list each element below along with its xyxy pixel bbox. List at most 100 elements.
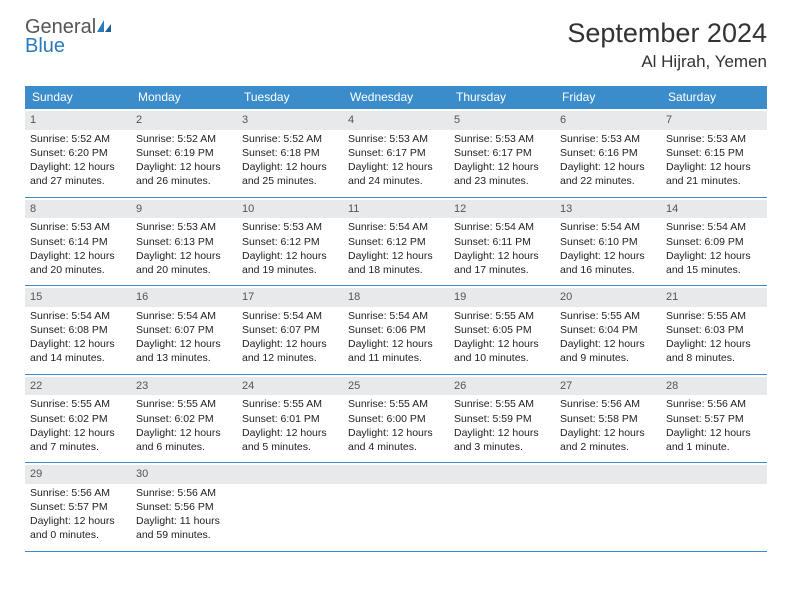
day-detail: Sunrise: 5:55 AMSunset: 6:01 PMDaylight:…	[242, 397, 338, 454]
calendar-day-cell	[661, 463, 767, 552]
sunrise-line: Sunrise: 5:54 AM	[136, 309, 232, 323]
sunrise-line: Sunrise: 5:55 AM	[348, 397, 444, 411]
sunset-line: Sunset: 6:09 PM	[666, 235, 762, 249]
day-number: 16	[131, 288, 237, 307]
calendar-day-cell: 17Sunrise: 5:54 AMSunset: 6:07 PMDayligh…	[237, 286, 343, 375]
calendar-day-cell: 27Sunrise: 5:56 AMSunset: 5:58 PMDayligh…	[555, 374, 661, 463]
sunset-line: Sunset: 6:15 PM	[666, 146, 762, 160]
calendar-day-cell: 16 Sunrise: 5:54 AMSunset: 6:07 PMDayligh…	[131, 286, 237, 375]
sunset-line: Sunset: 6:17 PM	[348, 146, 444, 160]
calendar-day-cell: 3Sunrise: 5:52 AMSunset: 6:18 PMDaylight…	[237, 109, 343, 198]
sunrise-line: Sunrise: 5:54 AM	[348, 220, 444, 234]
day-detail: Sunrise: 5:52 AMSunset: 6:19 PMDaylight:…	[136, 132, 232, 189]
sunrise-line: Sunrise: 5:53 AM	[348, 132, 444, 146]
calendar-day-cell: 10Sunrise: 5:53 AMSunset: 6:12 PMDayligh…	[237, 197, 343, 286]
daylight-line2: and 16 minutes.	[560, 263, 656, 277]
daylight-line1: Daylight: 12 hours	[136, 337, 232, 351]
day-detail: Sunrise: 5:54 AMSunset: 6:10 PMDaylight:…	[560, 220, 656, 277]
day-number: 9	[131, 200, 237, 219]
day-number	[555, 465, 661, 484]
daylight-line2: and 6 minutes.	[136, 440, 232, 454]
calendar-day-cell: 2Sunrise: 5:52 AMSunset: 6:19 PMDaylight…	[131, 109, 237, 198]
day-detail: Sunrise: 5:55 AMSunset: 6:02 PMDaylight:…	[136, 397, 232, 454]
daylight-line2: and 15 minutes.	[666, 263, 762, 277]
sunset-line: Sunset: 6:12 PM	[348, 235, 444, 249]
daylight-line1: Daylight: 12 hours	[454, 160, 550, 174]
daylight-line2: and 25 minutes.	[242, 174, 338, 188]
daylight-line2: and 10 minutes.	[454, 351, 550, 365]
day-detail: Sunrise: 5:52 AMSunset: 6:20 PMDaylight:…	[30, 132, 126, 189]
calendar-body: 1 Sunrise: 5:52 AMSunset: 6:20 PMDaylight…	[25, 109, 767, 552]
day-detail: Sunrise: 5:55 AMSunset: 6:03 PMDaylight:…	[666, 309, 762, 366]
daylight-line1: Daylight: 12 hours	[30, 337, 126, 351]
daylight-line1: Daylight: 12 hours	[666, 337, 762, 351]
day-number: 1	[25, 111, 131, 130]
calendar-day-cell: 4Sunrise: 5:53 AMSunset: 6:17 PMDaylight…	[343, 109, 449, 198]
dow-fri: Friday	[555, 86, 661, 109]
sunset-line: Sunset: 5:57 PM	[30, 500, 126, 514]
daylight-line1: Daylight: 12 hours	[560, 249, 656, 263]
day-number: 25	[343, 377, 449, 396]
calendar-day-cell: 13Sunrise: 5:54 AMSunset: 6:10 PMDayligh…	[555, 197, 661, 286]
sunrise-line: Sunrise: 5:55 AM	[30, 397, 126, 411]
daylight-line1: Daylight: 12 hours	[242, 160, 338, 174]
calendar-day-cell: 22Sunrise: 5:55 AMSunset: 6:02 PMDayligh…	[25, 374, 131, 463]
header: General Blue September 2024 Al Hijrah, Y…	[25, 18, 767, 72]
day-detail: Sunrise: 5:53 AMSunset: 6:17 PMDaylight:…	[454, 132, 550, 189]
sunrise-line: Sunrise: 5:53 AM	[30, 220, 126, 234]
sunrise-line: Sunrise: 5:55 AM	[560, 309, 656, 323]
daylight-line1: Daylight: 12 hours	[560, 337, 656, 351]
daylight-line1: Daylight: 12 hours	[30, 426, 126, 440]
day-number: 12	[449, 200, 555, 219]
calendar-day-cell: 8Sunrise: 5:53 AMSunset: 6:14 PMDaylight…	[25, 197, 131, 286]
day-detail: Sunrise: 5:54 AMSunset: 6:11 PMDaylight:…	[454, 220, 550, 277]
daylight-line2: and 18 minutes.	[348, 263, 444, 277]
day-number: 14	[661, 200, 767, 219]
day-number: 10	[237, 200, 343, 219]
calendar-week-row: 15Sunrise: 5:54 AMSunset: 6:08 PMDayligh…	[25, 286, 767, 375]
day-detail: Sunrise: 5:55 AMSunset: 6:05 PMDaylight:…	[454, 309, 550, 366]
sunset-line: Sunset: 5:56 PM	[136, 500, 232, 514]
sunset-line: Sunset: 6:07 PM	[242, 323, 338, 337]
sunrise-line: Sunrise: 5:55 AM	[666, 309, 762, 323]
day-detail: Sunrise: 5:54 AMSunset: 6:09 PMDaylight:…	[666, 220, 762, 277]
day-number: 26	[449, 377, 555, 396]
calendar-week-row: 29Sunrise: 5:56 AMSunset: 5:57 PMDayligh…	[25, 463, 767, 552]
day-detail: Sunrise: 5:54 AMSunset: 6:08 PMDaylight:…	[30, 309, 126, 366]
dow-thu: Thursday	[449, 86, 555, 109]
day-detail: Sunrise: 5:55 AMSunset: 6:00 PMDaylight:…	[348, 397, 444, 454]
day-detail: Sunrise: 5:53 AMSunset: 6:16 PMDaylight:…	[560, 132, 656, 189]
calendar-day-cell: 20Sunrise: 5:55 AMSunset: 6:04 PMDayligh…	[555, 286, 661, 375]
sunrise-line: Sunrise: 5:54 AM	[30, 309, 126, 323]
daylight-line1: Daylight: 11 hours	[136, 514, 232, 528]
day-detail: Sunrise: 5:56 AMSunset: 5:58 PMDaylight:…	[560, 397, 656, 454]
day-number	[237, 465, 343, 484]
day-number: 8	[25, 200, 131, 219]
dow-wed: Wednesday	[343, 86, 449, 109]
day-number	[449, 465, 555, 484]
sunset-line: Sunset: 5:58 PM	[560, 412, 656, 426]
day-detail: Sunrise: 5:56 AMSunset: 5:57 PMDaylight:…	[30, 486, 126, 543]
sunrise-line: Sunrise: 5:53 AM	[136, 220, 232, 234]
sunrise-line: Sunrise: 5:54 AM	[560, 220, 656, 234]
calendar-day-cell: 19Sunrise: 5:55 AMSunset: 6:05 PMDayligh…	[449, 286, 555, 375]
sunset-line: Sunset: 6:03 PM	[666, 323, 762, 337]
dow-sun: Sunday	[25, 86, 131, 109]
sunset-line: Sunset: 6:02 PM	[30, 412, 126, 426]
daylight-line2: and 1 minute.	[666, 440, 762, 454]
day-detail: Sunrise: 5:54 AMSunset: 6:07 PMDaylight:…	[136, 309, 232, 366]
daylight-line2: and 19 minutes.	[242, 263, 338, 277]
logo-sail-icon	[96, 18, 112, 32]
calendar-day-cell: 18Sunrise: 5:54 AMSunset: 6:06 PMDayligh…	[343, 286, 449, 375]
daylight-line2: and 14 minutes.	[30, 351, 126, 365]
logo-word2: Blue	[25, 35, 65, 57]
calendar-day-cell	[343, 463, 449, 552]
calendar-day-cell: 14Sunrise: 5:54 AMSunset: 6:09 PMDayligh…	[661, 197, 767, 286]
day-detail: Sunrise: 5:56 AMSunset: 5:56 PMDaylight:…	[136, 486, 232, 543]
calendar-week-row: 1 Sunrise: 5:52 AMSunset: 6:20 PMDaylight…	[25, 109, 767, 198]
daylight-line1: Daylight: 12 hours	[242, 337, 338, 351]
day-detail: Sunrise: 5:55 AMSunset: 6:04 PMDaylight:…	[560, 309, 656, 366]
daylight-line1: Daylight: 12 hours	[454, 337, 550, 351]
day-number: 13	[555, 200, 661, 219]
daylight-line2: and 8 minutes.	[666, 351, 762, 365]
